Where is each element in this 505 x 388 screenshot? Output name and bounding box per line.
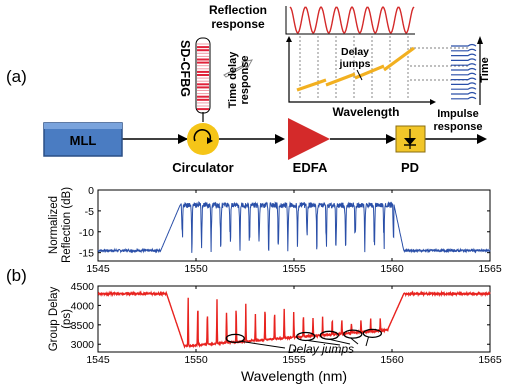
y-tick-label: -15 bbox=[79, 248, 94, 260]
x-tick-label: 1565 bbox=[478, 263, 502, 275]
delay-jump-marker bbox=[296, 331, 316, 342]
delay-jump-arrow bbox=[329, 338, 351, 345]
mll-block: MLL bbox=[43, 122, 123, 157]
x-tick-label: 1560 bbox=[380, 354, 404, 366]
delay-jumps-inset-line1: Delay bbox=[341, 46, 369, 58]
arrow-to-pd bbox=[386, 134, 396, 144]
reflection-ylabel-2: Reflection (dB) bbox=[61, 187, 73, 263]
y-tick-label: 3500 bbox=[71, 320, 95, 332]
impulse-pulse bbox=[451, 48, 477, 52]
impulse-pulse bbox=[451, 43, 477, 47]
arrow-to-circulator bbox=[178, 134, 188, 144]
x-tick-label: 1555 bbox=[282, 354, 306, 366]
reflection-ylabel-1: Normalized bbox=[48, 196, 60, 254]
x-tick-label: 1565 bbox=[478, 354, 502, 366]
impulse-pulse bbox=[451, 63, 477, 66]
pd-label: PD bbox=[401, 160, 419, 175]
impulse-pulse bbox=[451, 67, 477, 71]
reflection-chart: 1545 1550 1555 1560 1565 0 -5 -10 -15 bbox=[79, 185, 502, 275]
edfa: EDFA bbox=[288, 118, 330, 175]
x-tick-label: 1545 bbox=[86, 354, 110, 366]
circulator: Circulator bbox=[172, 123, 234, 175]
impulse-line2: response bbox=[434, 121, 483, 133]
delay-ylabel-2: (ps) bbox=[61, 309, 73, 329]
impulse-pulse bbox=[451, 96, 477, 100]
panel-b-label: (b) bbox=[6, 266, 27, 285]
x-tick-label: 1550 bbox=[184, 354, 208, 366]
y-tick-label: -10 bbox=[79, 227, 94, 239]
impulse-pulse bbox=[451, 77, 477, 81]
time-delay-line1: Time delay bbox=[227, 51, 239, 109]
impulse-pulse bbox=[451, 58, 477, 61]
pd: PD bbox=[395, 125, 426, 175]
time-label: Time bbox=[479, 57, 491, 82]
mll-label: MLL bbox=[70, 133, 97, 148]
sdcfbg-label: SD-CFBG bbox=[178, 40, 192, 97]
wavelength-label-inset: Wavelength bbox=[333, 105, 400, 119]
delay-jump-arrow bbox=[350, 337, 359, 345]
reflection-response-line1: Reflection bbox=[209, 3, 267, 17]
reflection-response-line2: response bbox=[211, 17, 265, 31]
y-tick-label: -5 bbox=[85, 206, 94, 218]
impulse-inset bbox=[451, 36, 483, 105]
impulse-pulse bbox=[451, 53, 477, 57]
delay-jump-marker bbox=[362, 328, 383, 339]
delay-inset bbox=[286, 36, 468, 105]
arrow-output bbox=[477, 134, 487, 144]
panel-a-label: (a) bbox=[6, 67, 27, 86]
delay-ylabel-1: Group Delay bbox=[48, 286, 60, 351]
impulse-pulse bbox=[451, 82, 477, 85]
y-tick-label: 3000 bbox=[71, 339, 95, 351]
impulse-pulse bbox=[451, 72, 477, 76]
sdcfbg-grating bbox=[195, 37, 211, 114]
y-tick-label: 0 bbox=[88, 185, 94, 197]
edfa-label: EDFA bbox=[293, 160, 328, 175]
arrow-to-edfa bbox=[275, 134, 285, 144]
delay-jump-arrow bbox=[365, 337, 369, 347]
hollow-arrow bbox=[223, 59, 253, 78]
delay-jump-marker bbox=[343, 329, 363, 339]
reflection-inset bbox=[285, 5, 415, 35]
panel-b-xlabel: Wavelength (nm) bbox=[241, 368, 347, 384]
impulse-pulse bbox=[451, 87, 477, 90]
delay-step bbox=[325, 72, 356, 87]
impulse-line1: Impulse bbox=[437, 108, 479, 120]
time-delay-line2: response bbox=[239, 56, 251, 105]
impulse-pulse bbox=[451, 91, 477, 95]
x-tick-label: 1550 bbox=[184, 263, 208, 275]
delay-chart: 1545 1550 1555 1560 1565 3000 3500 4000 4500 bbox=[71, 281, 502, 366]
delay-jumps-inset-pointer bbox=[356, 69, 363, 81]
delay-step bbox=[296, 78, 327, 92]
x-tick-label: 1545 bbox=[86, 263, 110, 275]
y-tick-label: 4000 bbox=[71, 300, 95, 312]
x-tick-label: 1560 bbox=[380, 263, 404, 275]
delay-jump-marker bbox=[225, 333, 245, 344]
x-tick-label: 1555 bbox=[282, 263, 306, 275]
circulator-label: Circulator bbox=[172, 160, 233, 175]
y-tick-label: 4500 bbox=[71, 281, 95, 293]
delay-step bbox=[383, 46, 415, 72]
delay-jumps-annotation: Delay jumps bbox=[288, 342, 354, 356]
delay-jumps-inset-line2: jumps bbox=[339, 58, 371, 70]
delay-jump-arrow bbox=[241, 340, 286, 349]
delay-jump-arrow bbox=[307, 339, 341, 346]
